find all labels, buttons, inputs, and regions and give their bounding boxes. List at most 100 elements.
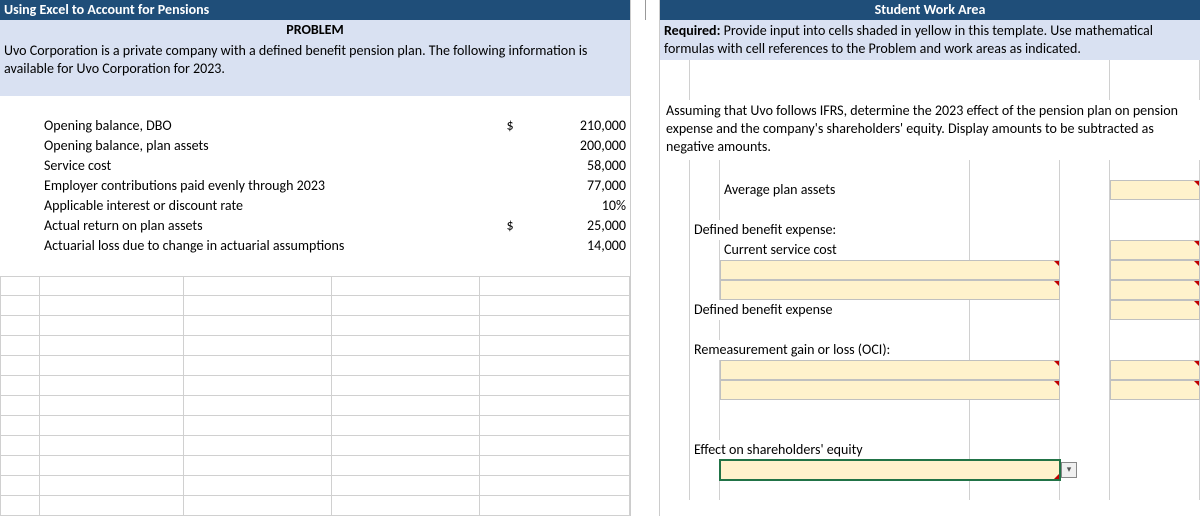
- currency-symbol: [480, 196, 540, 216]
- grid-cell[interactable]: [40, 396, 184, 416]
- grid-cell[interactable]: [0, 276, 40, 296]
- grid-cell[interactable]: [332, 456, 480, 476]
- grid-cell[interactable]: [40, 476, 184, 496]
- grid-cell[interactable]: [332, 316, 480, 336]
- grid-cell[interactable]: [332, 496, 480, 516]
- expense-line-label-input[interactable]: [720, 260, 1060, 280]
- expense-line-amount-input[interactable]: [1110, 260, 1200, 280]
- grid-cell[interactable]: [480, 436, 630, 456]
- currency-symbol: [480, 156, 540, 176]
- grid-cell[interactable]: [40, 316, 184, 336]
- grid-cell[interactable]: [184, 376, 332, 396]
- grid-cell[interactable]: [40, 416, 184, 436]
- grid-cell[interactable]: [332, 336, 480, 356]
- avg-plan-assets-label: Average plan assets: [720, 180, 970, 200]
- data-value: 77,000: [540, 176, 630, 196]
- grid-cell[interactable]: [184, 316, 332, 336]
- remeasurement-amount-input[interactable]: [1110, 380, 1200, 400]
- data-value: 14,000: [540, 236, 630, 256]
- pane-divider[interactable]: [630, 0, 660, 516]
- grid-cell[interactable]: [660, 60, 690, 80]
- remeasurement-amount-input[interactable]: [1110, 360, 1200, 380]
- work-grid: Assuming that Uvo follows IFRS, determin…: [660, 60, 1200, 500]
- grid-cell[interactable]: [0, 356, 40, 376]
- grid-cell[interactable]: [0, 456, 40, 476]
- grid-cell[interactable]: [40, 336, 184, 356]
- data-value: 58,000: [540, 156, 630, 176]
- grid-cell[interactable]: [332, 276, 480, 296]
- grid-cell[interactable]: [480, 476, 630, 496]
- remeasurement-label: Remeasurement gain or loss (OCI):: [690, 340, 720, 360]
- grid-cell[interactable]: [332, 416, 480, 436]
- currency-symbol: [480, 136, 540, 156]
- problem-intro: Uvo Corporation is a private company wit…: [0, 40, 630, 96]
- grid-cell[interactable]: [40, 296, 184, 316]
- grid-cell[interactable]: [480, 376, 630, 396]
- grid-cell[interactable]: [40, 376, 184, 396]
- grid-cell[interactable]: [480, 316, 630, 336]
- expense-line-amount-input[interactable]: [1110, 280, 1200, 300]
- equity-effect-input-selected[interactable]: ▾: [720, 460, 1060, 480]
- grid-cell[interactable]: [480, 396, 630, 416]
- grid-cell[interactable]: [40, 496, 184, 516]
- work-instruction: Assuming that Uvo follows IFRS, determin…: [660, 100, 1200, 160]
- grid-cell[interactable]: [332, 296, 480, 316]
- grid-cell[interactable]: [0, 336, 40, 356]
- currency-symbol: $: [480, 216, 540, 236]
- grid-cell[interactable]: [184, 336, 332, 356]
- grid-cell[interactable]: [480, 356, 630, 376]
- dropdown-icon[interactable]: ▾: [1061, 462, 1077, 478]
- avg-plan-assets-input[interactable]: [1110, 180, 1200, 200]
- grid-cell[interactable]: [332, 476, 480, 496]
- remeasurement-label-input[interactable]: [720, 360, 1060, 380]
- grid-cell[interactable]: [0, 376, 40, 396]
- grid-cell[interactable]: [184, 456, 332, 476]
- grid-cell[interactable]: [0, 416, 40, 436]
- grid-cell[interactable]: [0, 496, 40, 516]
- grid-cell[interactable]: [184, 476, 332, 496]
- grid-cell[interactable]: [332, 376, 480, 396]
- grid-cell[interactable]: [332, 436, 480, 456]
- grid-cell[interactable]: [40, 356, 184, 376]
- grid-cell[interactable]: [0, 316, 40, 336]
- grid-cell[interactable]: [184, 496, 332, 516]
- grid-cell[interactable]: [184, 276, 332, 296]
- grid-cell[interactable]: [480, 276, 630, 296]
- db-expense-total-label: Defined benefit expense: [690, 300, 720, 320]
- data-label: Opening balance, DBO: [40, 116, 480, 136]
- grid-cell[interactable]: [480, 456, 630, 476]
- grid-cell[interactable]: [480, 296, 630, 316]
- expense-line-label-input[interactable]: [720, 280, 1060, 300]
- grid-cell[interactable]: [40, 456, 184, 476]
- grid-cell[interactable]: [184, 296, 332, 316]
- grid-cell[interactable]: [480, 496, 630, 516]
- data-label: Opening balance, plan assets: [40, 136, 480, 156]
- work-area-title: Student Work Area: [660, 0, 1200, 20]
- db-expense-header: Defined benefit expense:: [690, 220, 720, 240]
- grid-cell[interactable]: [480, 336, 630, 356]
- currency-symbol: [480, 236, 540, 256]
- grid-cell[interactable]: [0, 436, 40, 456]
- data-label: Applicable interest or discount rate: [40, 196, 480, 216]
- grid-cell[interactable]: [184, 416, 332, 436]
- data-label: Actual return on plan assets: [40, 216, 480, 236]
- grid-cell[interactable]: [0, 396, 40, 416]
- grid-cell[interactable]: [0, 296, 40, 316]
- grid-cell[interactable]: [332, 356, 480, 376]
- grid-cell[interactable]: [480, 416, 630, 436]
- grid-cell[interactable]: [184, 436, 332, 456]
- current-service-input[interactable]: [1110, 240, 1200, 260]
- grid-cell[interactable]: [184, 396, 332, 416]
- remeasurement-label-input[interactable]: [720, 380, 1060, 400]
- data-value: 200,000: [540, 136, 630, 156]
- db-expense-total-input[interactable]: [1110, 300, 1200, 320]
- grid-cell[interactable]: [332, 396, 480, 416]
- data-value: 25,000: [540, 216, 630, 236]
- required-label: Required:: [664, 22, 720, 39]
- grid-cell[interactable]: [40, 436, 184, 456]
- grid-cell[interactable]: [184, 356, 332, 376]
- spreadsheet-container: Using Excel to Account for Pensions PROB…: [0, 0, 1200, 516]
- grid-cell[interactable]: [40, 276, 184, 296]
- grid-cell[interactable]: [0, 476, 40, 496]
- current-service-label: Current service cost: [720, 240, 970, 260]
